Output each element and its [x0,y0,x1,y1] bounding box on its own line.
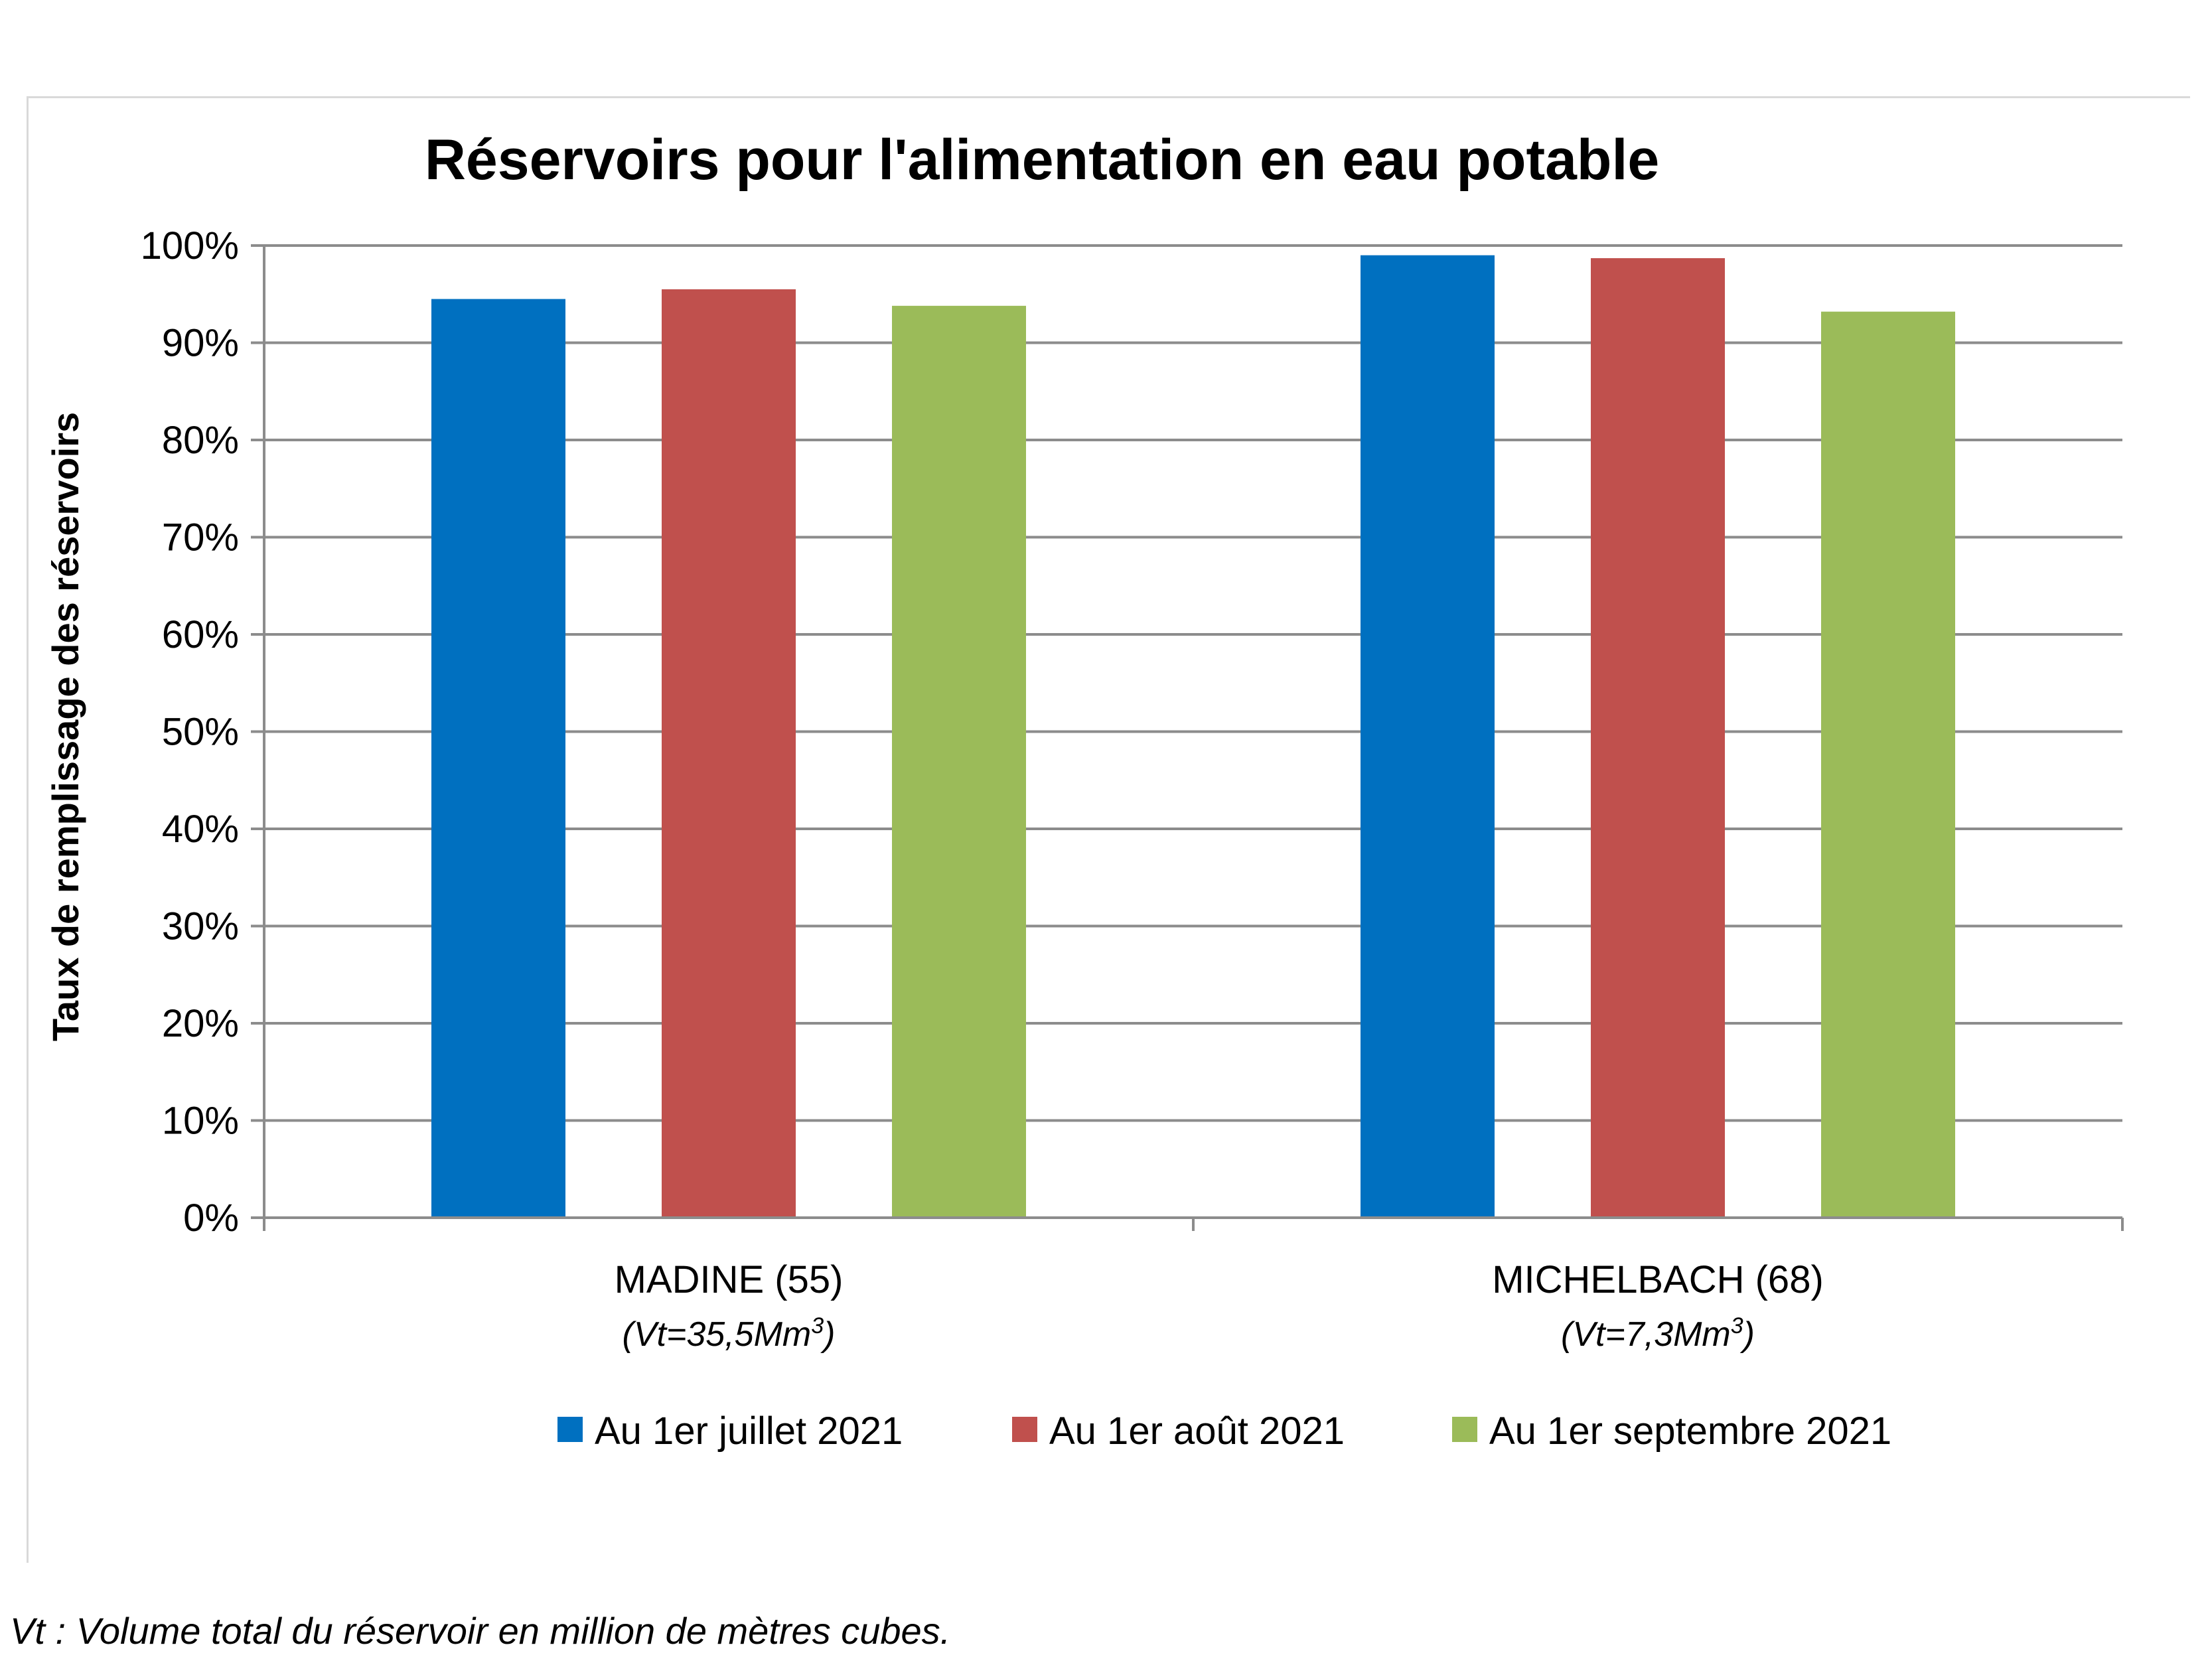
legend-label: Au 1er juillet 2021 [595,1409,903,1453]
bar [662,289,796,1218]
legend-swatch [1012,1417,1037,1442]
bar [1821,311,1955,1218]
y-tick-label: 90% [162,322,239,365]
y-tick-label: 80% [162,419,239,462]
footnote: Vt : Volume total du réservoir en millio… [10,1610,951,1652]
legend-swatch [557,1417,583,1442]
y-tick-label: 60% [162,613,239,656]
category-label: MICHELBACH (68) [1492,1258,1824,1301]
chart-frame [27,96,2190,1563]
y-tick-label: 10% [162,1100,239,1143]
y-tick-label: 100% [141,224,239,267]
y-tick-label: 40% [162,808,239,851]
category-volume-label: (Vt=7,3Mm3) [1561,1313,1755,1354]
bar [1591,258,1725,1218]
y-tick-label: 50% [162,711,239,754]
y-tick-label: 70% [162,516,239,559]
y-tick-label: 20% [162,1002,239,1045]
bar [1361,255,1495,1218]
y-tick-label: 0% [183,1196,239,1240]
chart-title: Réservoirs pour l'alimentation en eau po… [425,128,1659,192]
legend-label: Au 1er août 2021 [1049,1409,1345,1453]
legend-label: Au 1er septembre 2021 [1489,1409,1891,1453]
legend-swatch [1452,1417,1477,1442]
category-label: MADINE (55) [615,1258,844,1301]
bar [431,299,565,1218]
y-axis-label: Taux de remplissage des réservoirs [44,412,86,1041]
bar [892,305,1026,1218]
category-volume-label: (Vt=35,5Mm3) [623,1313,836,1354]
y-tick-label: 30% [162,905,239,948]
